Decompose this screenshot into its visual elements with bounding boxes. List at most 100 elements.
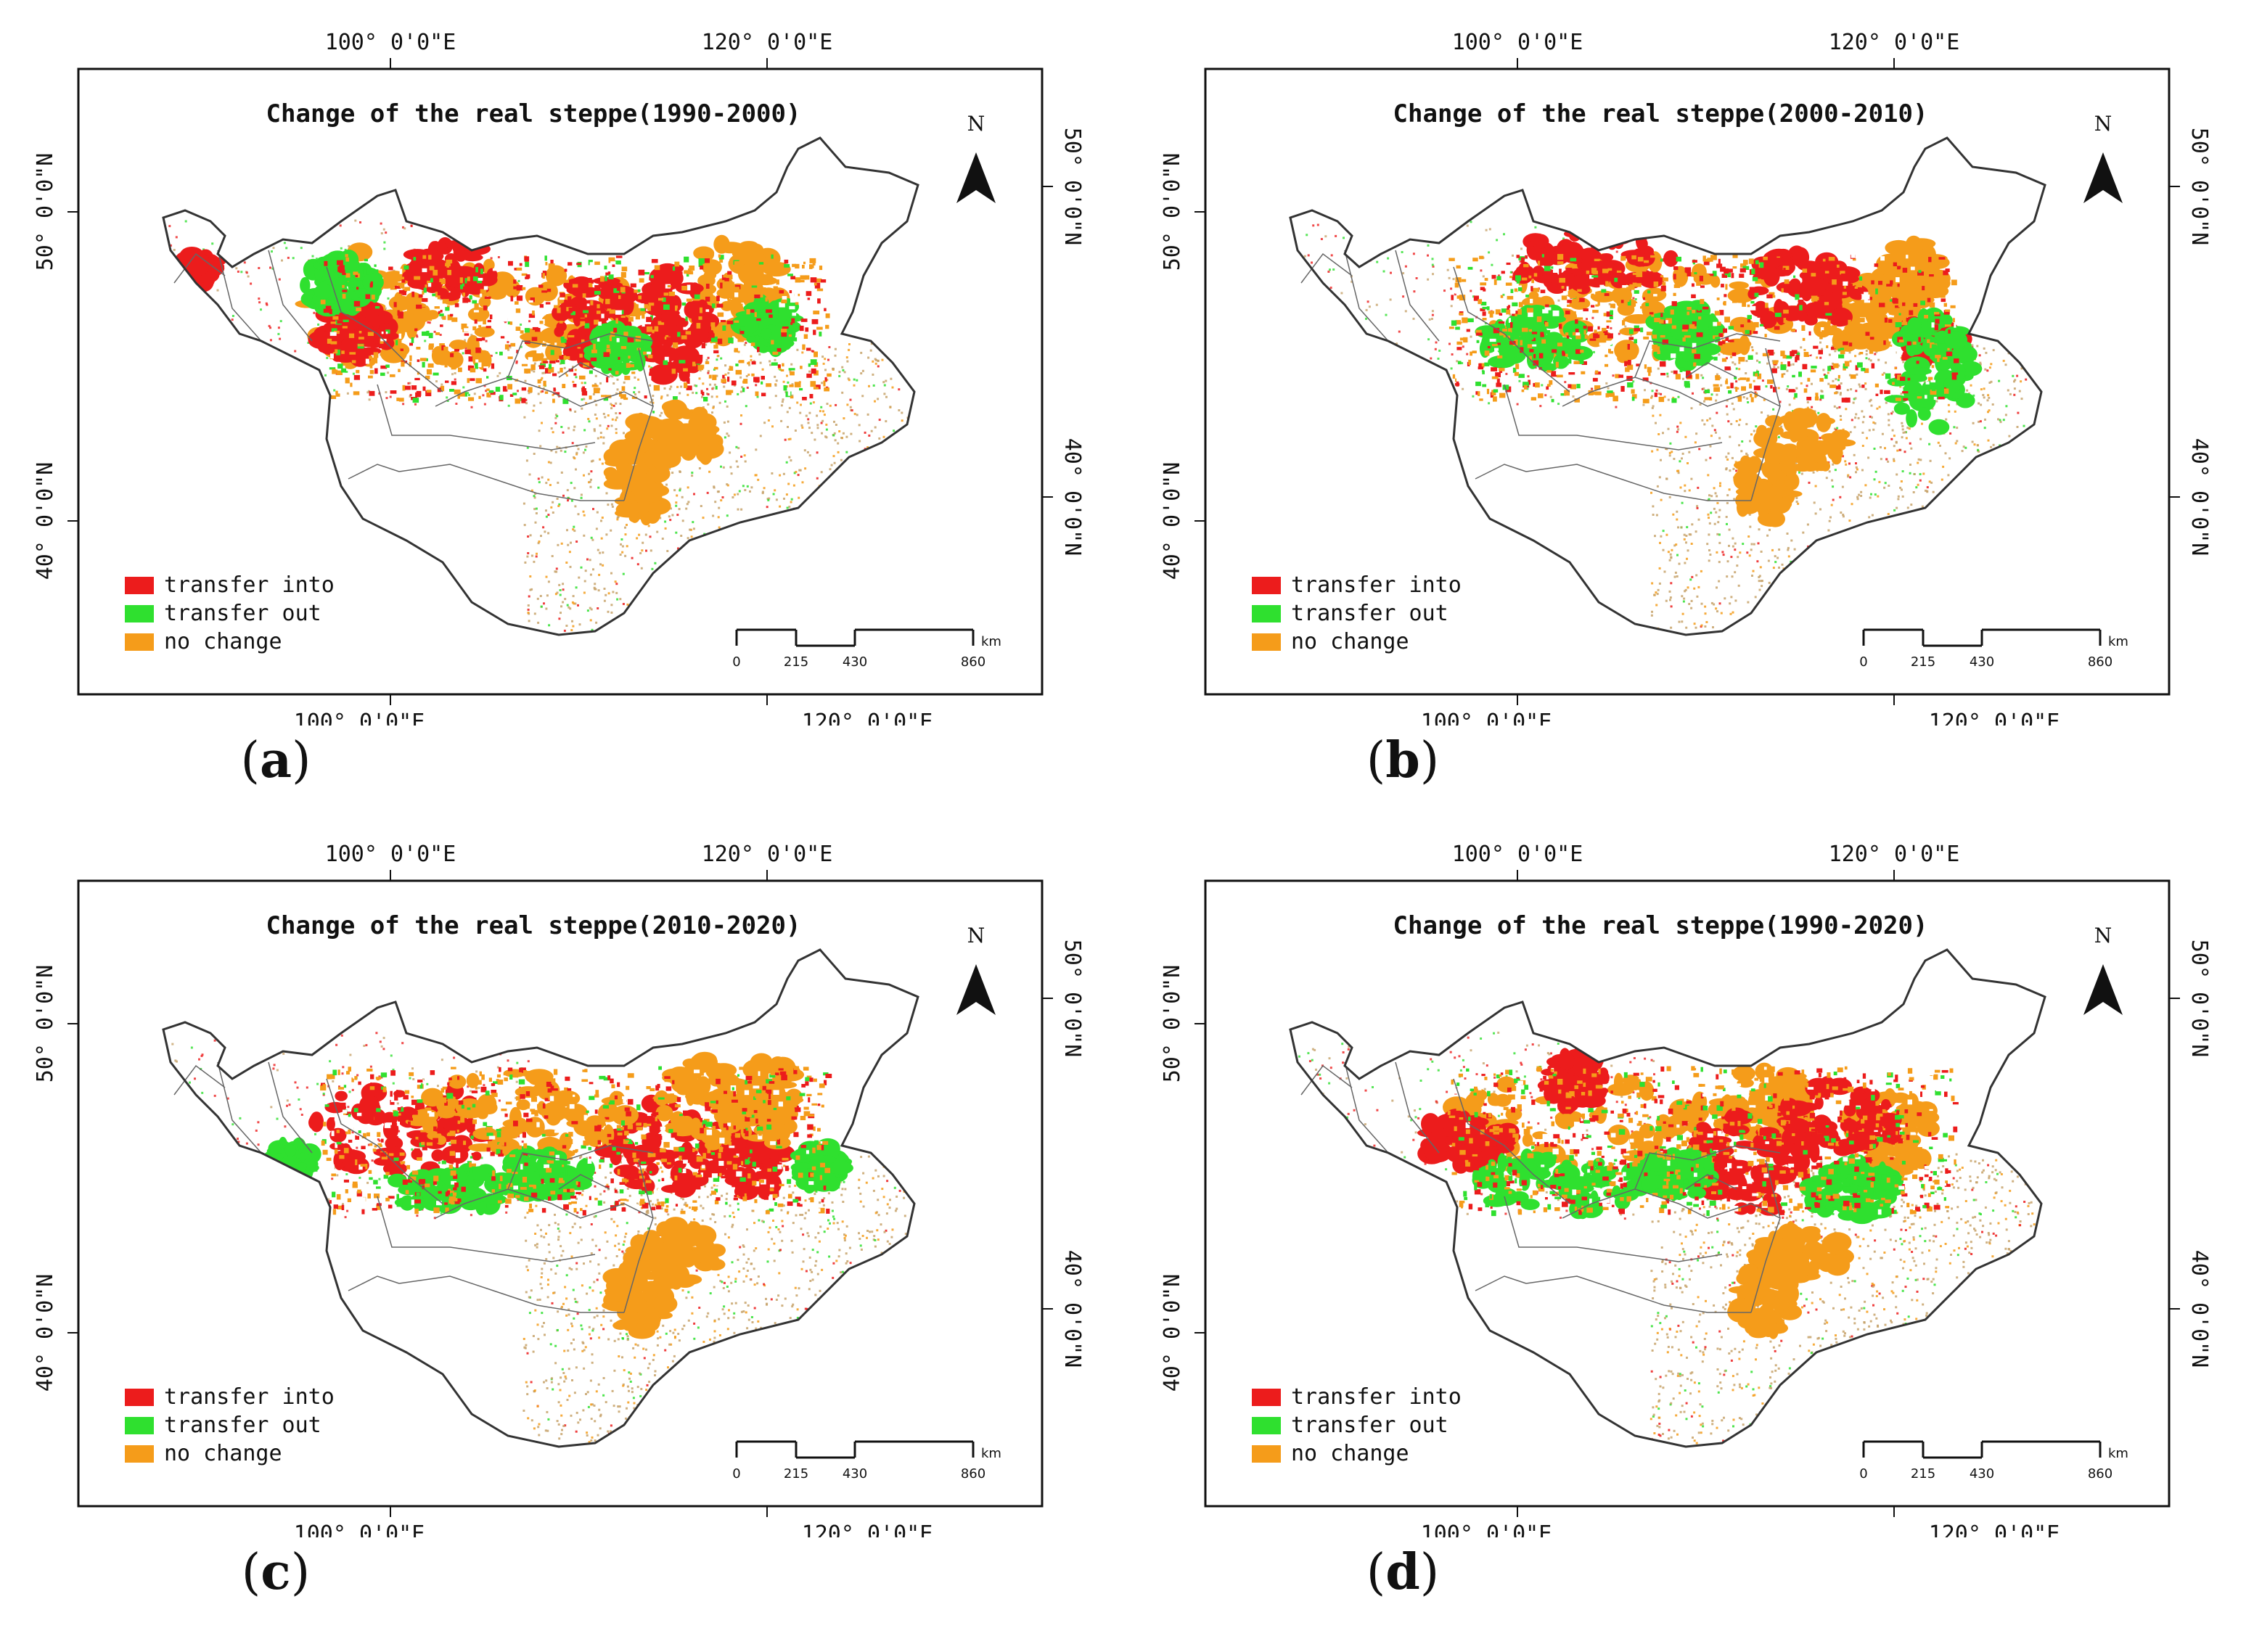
legend-swatch-transfer-out [1252, 1417, 1281, 1434]
province-boundary [217, 250, 262, 342]
legend-label-transfer-into: transfer into [1291, 572, 1462, 598]
province-boundary [1562, 1188, 1781, 1219]
scale-tick-label: 860 [2088, 654, 2112, 670]
legend-swatch-no-change [125, 633, 154, 651]
province-boundary [348, 464, 400, 480]
scale-unit-label: km [981, 634, 1001, 649]
lat-label-left-lower: 40° 0'0"N [33, 1274, 58, 1392]
lon-label-bottom-right: 120° 0'0"E [802, 710, 933, 726]
province-boundary [623, 1159, 654, 1313]
lat-label-left-lower: 40° 0'0"N [1160, 462, 1185, 580]
province-boundary [1504, 384, 1723, 451]
legend-swatch-transfer-out [1252, 605, 1281, 622]
province-boundary [1300, 1064, 1353, 1096]
province-boundary [348, 1275, 400, 1291]
north-arrow-icon: N [2083, 112, 2123, 203]
province-boundary [558, 1174, 610, 1190]
legend-swatch-transfer-out [125, 605, 154, 622]
lon-label-bottom-left: 100° 0'0"E [294, 1521, 425, 1537]
province-boundary [1750, 348, 1781, 501]
province-boundary [1395, 250, 1440, 342]
province-boundary [1344, 1061, 1389, 1154]
lon-label-top-right: 120° 0'0"E [702, 842, 833, 867]
legend-label-transfer-out: transfer out [1291, 601, 1448, 626]
caption-letter: c [261, 1543, 291, 1601]
province-boundary [377, 1196, 596, 1262]
lat-label-left-upper: 50° 0'0"N [33, 965, 58, 1083]
province-boundary [268, 1061, 313, 1154]
north-label: N [967, 924, 985, 948]
scale-tick-label: 860 [961, 1466, 985, 1482]
scale-tick-label: 430 [843, 654, 867, 670]
province-boundary [1750, 1159, 1781, 1313]
province-boundary [435, 1188, 654, 1219]
caption-open: ( [240, 732, 260, 789]
north-label: N [967, 112, 985, 136]
map-figure: 100° 0'0"E 120° 0'0"E 100° 0'0"E 120° 0'0"E… [33, 842, 1085, 1537]
caption-open: ( [241, 1544, 261, 1601]
land-cover-layer [169, 1030, 909, 1445]
figure-caption: (d) [1127, 1543, 1679, 1601]
lon-label-bottom-left: 100° 0'0"E [1421, 1521, 1552, 1537]
lon-label-bottom-right: 120° 0'0"E [1929, 1521, 2060, 1537]
scale-bar: 0 215 430 860 km [1859, 628, 2128, 670]
map-title: Change of the real steppe(2000-2010) [1393, 99, 1928, 128]
lon-label-top-right: 120° 0'0"E [1829, 30, 1960, 55]
province-boundary [1504, 1196, 1723, 1262]
legend-swatch-transfer-out [125, 1417, 154, 1434]
lon-label-bottom-right: 120° 0'0"E [1929, 710, 2060, 726]
legend-label-transfer-out: transfer out [1291, 1413, 1448, 1438]
scale-tick-label: 0 [1859, 654, 1867, 670]
province-boundary [326, 266, 443, 393]
lat-label-right-lower: 40° 0'0"N [1060, 438, 1085, 556]
lon-label-top-left: 100° 0'0"E [325, 842, 456, 867]
province-boundary [326, 1078, 443, 1204]
province-boundary [1634, 333, 1781, 378]
region-outline [1289, 136, 2046, 636]
legend-label-no-change: no change [164, 629, 282, 654]
scale-tick-label: 0 [732, 1466, 740, 1482]
legend-swatch-no-change [1252, 633, 1281, 651]
map-panel-d: 100° 0'0"E 120° 0'0"E 100° 0'0"E 120° 0'0"E… [1127, 812, 2254, 1637]
province-boundary [507, 333, 654, 378]
map-frame [1204, 879, 2171, 1508]
legend-label-transfer-into: transfer into [1291, 1384, 1462, 1410]
legend-label-no-change: no change [164, 1441, 282, 1466]
lon-label-top-right: 120° 0'0"E [1829, 842, 1960, 867]
region-outline [162, 136, 919, 636]
province-boundary [398, 464, 624, 501]
scale-unit-label: km [2108, 634, 2128, 649]
scale-tick-label: 215 [784, 1466, 808, 1482]
province-boundary [1685, 362, 1737, 378]
scale-tick-label: 215 [1911, 1466, 1935, 1482]
legend-label-transfer-into: transfer into [164, 1384, 335, 1410]
province-boundary [1475, 1275, 1527, 1291]
scale-bar: 0 215 430 860 km [732, 628, 1001, 670]
map-figure: 100° 0'0"E 120° 0'0"E 100° 0'0"E 120° 0'0"E… [1160, 842, 2212, 1537]
legend-swatch-transfer-into [1252, 1389, 1281, 1406]
lat-label-right-upper: 50° 0'0"N [1060, 940, 1085, 1058]
scale-tick-label: 215 [1911, 654, 1935, 670]
scale-tick-label: 0 [1859, 1466, 1867, 1482]
region-outline [162, 948, 919, 1448]
lat-label-right-lower: 40° 0'0"N [1060, 1250, 1085, 1368]
map-title: Change of the real steppe(2010-2020) [266, 911, 801, 940]
province-boundary [268, 250, 313, 342]
lat-label-right-upper: 50° 0'0"N [2187, 940, 2212, 1058]
lat-label-left-upper: 50° 0'0"N [1160, 153, 1185, 271]
lat-label-right-upper: 50° 0'0"N [1060, 128, 1085, 246]
map-panel-b: 100° 0'0"E 120° 0'0"E 100° 0'0"E 120° 0'0"E… [1127, 0, 2254, 826]
province-boundary [1634, 1145, 1781, 1190]
region-outline [1289, 948, 2046, 1448]
north-arrow-icon: N [2083, 924, 2123, 1015]
lon-label-top-right: 120° 0'0"E [702, 30, 833, 55]
map-title: Change of the real steppe(1990-2020) [1393, 911, 1928, 940]
province-boundary [173, 252, 226, 284]
figure-caption: (c) [0, 1543, 552, 1601]
scale-unit-label: km [2108, 1446, 2128, 1461]
legend: transfer into transfer out no change [125, 1384, 335, 1466]
scale-unit-label: km [981, 1446, 1001, 1461]
map-panel-c: 100° 0'0"E 120° 0'0"E 100° 0'0"E 120° 0'0"E… [0, 812, 1127, 1637]
legend-label-transfer-into: transfer into [164, 572, 335, 598]
province-boundary [1300, 252, 1353, 284]
